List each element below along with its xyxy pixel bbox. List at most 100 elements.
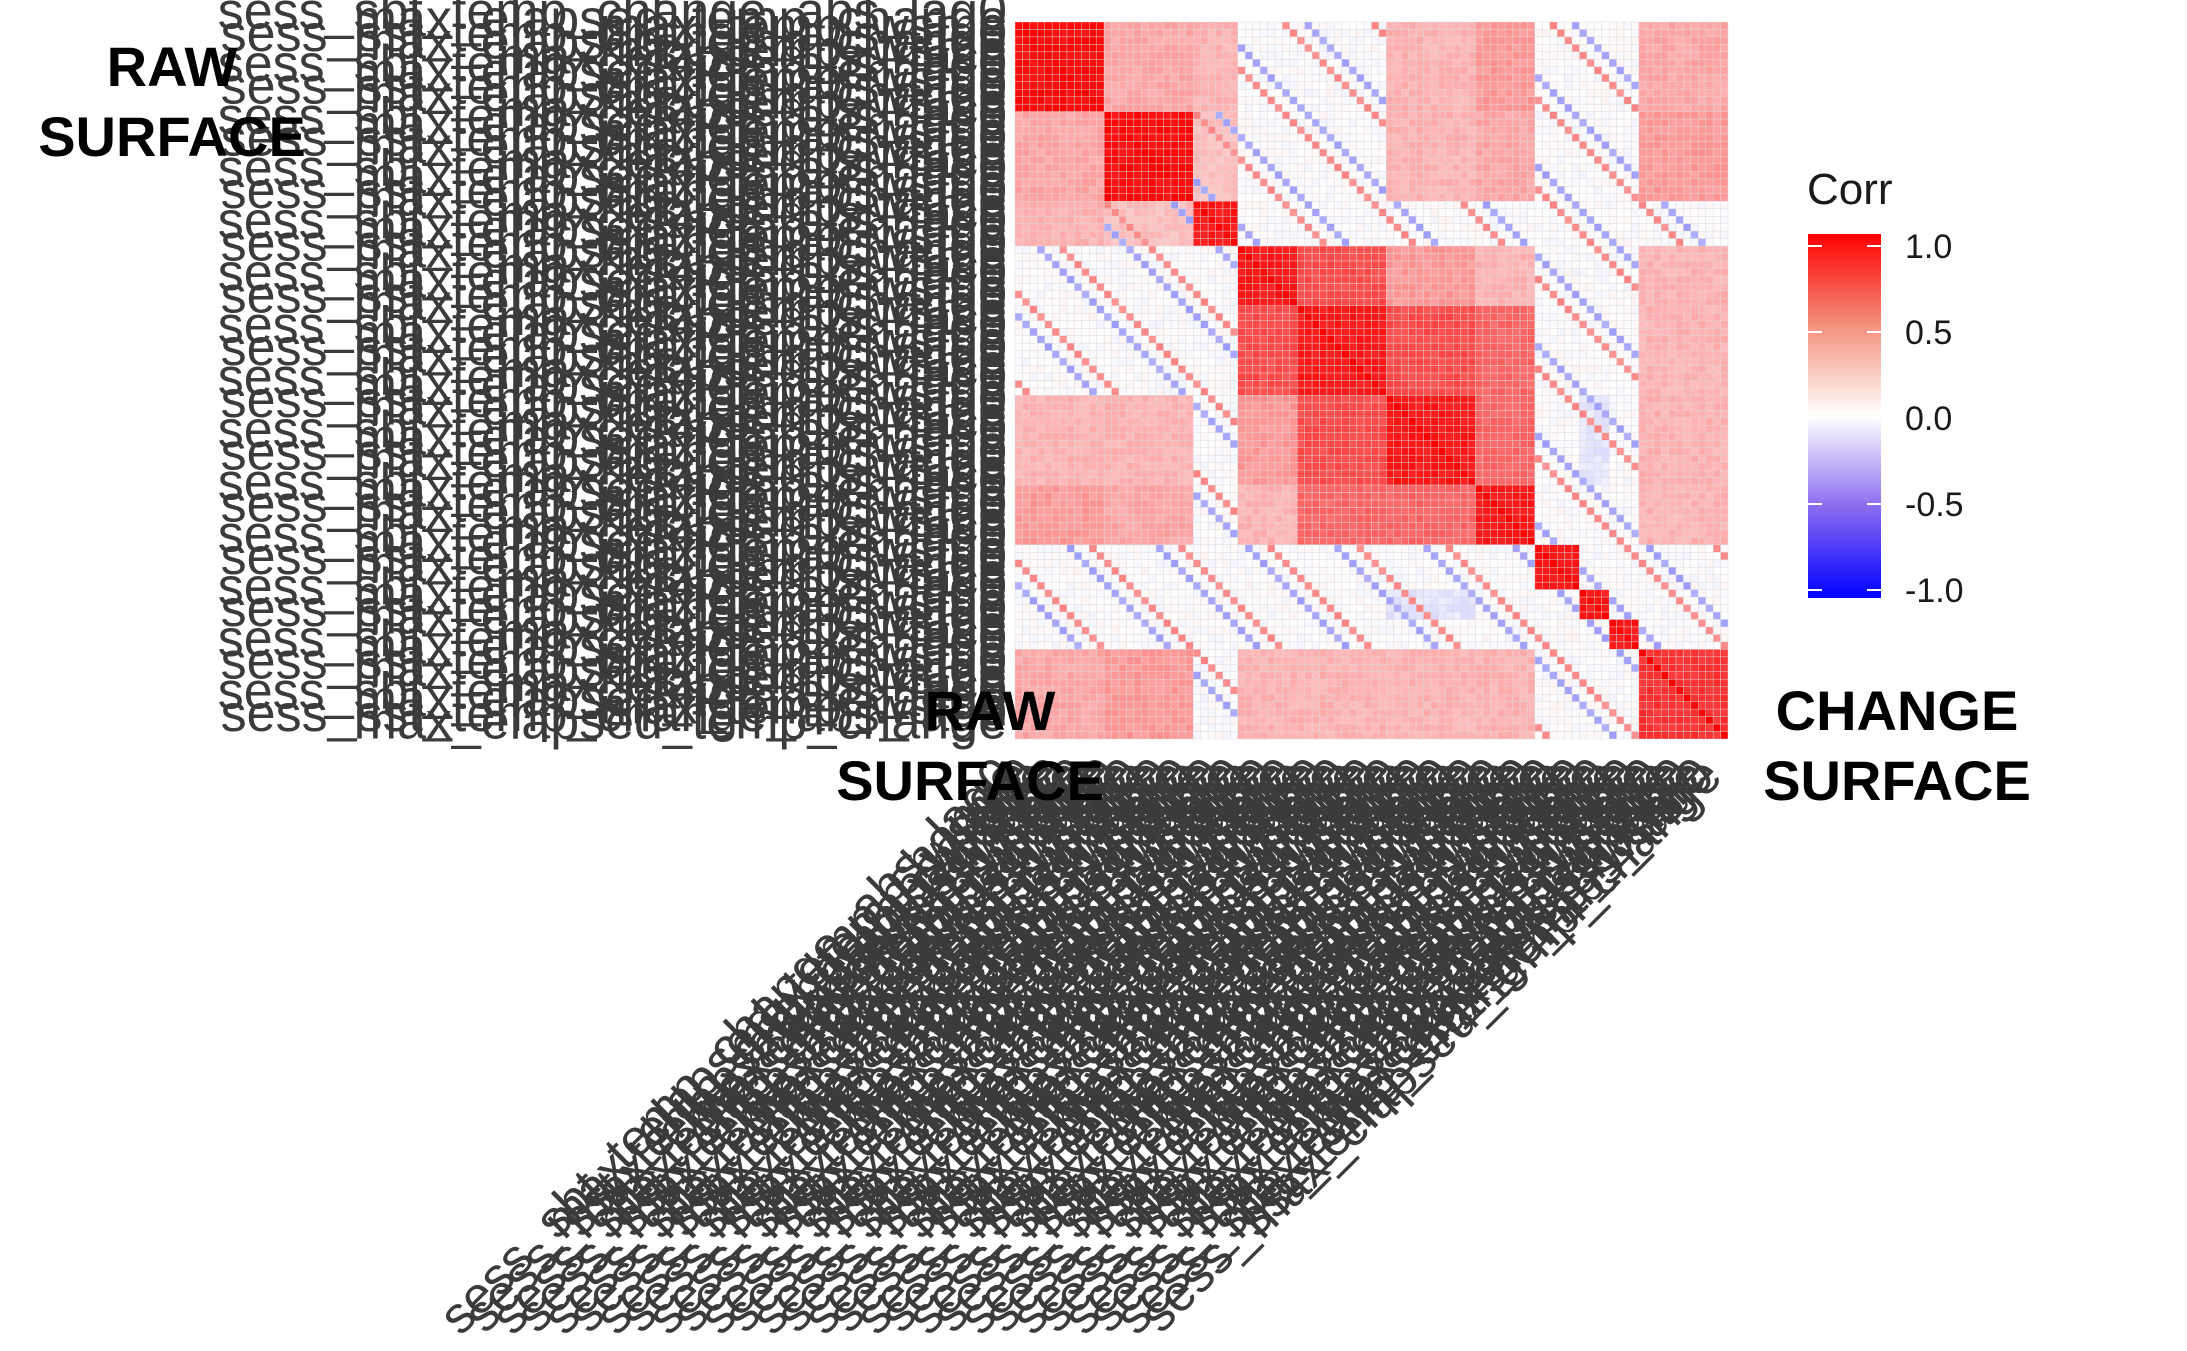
heatmap-cell [1423,260,1432,269]
heatmap-cell [1594,328,1602,336]
heatmap-cell [1564,290,1573,299]
heatmap-cell [1519,328,1528,336]
heatmap-cell [1549,171,1558,180]
heatmap-cell [1029,238,1038,247]
heatmap-cell [1163,365,1172,374]
heatmap-cell [1051,36,1060,45]
heatmap-cell [1720,89,1729,97]
heatmap-cell [1393,118,1402,127]
heatmap-cell [1207,365,1216,374]
heatmap-cell [1089,118,1097,127]
heatmap-cell [1608,313,1617,321]
heatmap-cell [1623,51,1632,60]
heatmap-cell [1155,74,1164,82]
heatmap-cell [1304,290,1313,299]
heatmap-cell [1549,372,1558,381]
heatmap-cell [1594,230,1602,239]
heatmap-cell [1556,89,1565,97]
heatmap-cell [1363,201,1372,209]
heatmap-cell [1504,193,1513,202]
heatmap-cell [1712,230,1721,239]
heatmap-cell [1155,141,1164,150]
heatmap-cell [1319,350,1328,359]
heatmap-cell [1504,201,1513,209]
heatmap-cell [1683,81,1692,90]
heatmap-cell [1579,230,1588,239]
heatmap-cell [1445,81,1454,90]
heatmap-cell [1601,290,1610,299]
heatmap-cell [1319,141,1328,150]
heatmap-cell [1118,133,1127,142]
heatmap-cell [1044,156,1053,165]
heatmap-cell [1089,260,1097,269]
heatmap-cell [1475,186,1484,194]
heatmap-cell [1170,245,1179,254]
heatmap-cell [1118,163,1127,172]
heatmap-cell [1170,350,1179,359]
heatmap-cell [1460,81,1469,90]
heatmap-cell [1096,111,1105,120]
heatmap-cell [1482,163,1491,172]
heatmap-cell [1527,36,1536,45]
heatmap-cell [1311,305,1320,314]
heatmap-cell [1401,29,1409,38]
heatmap-cell [1445,141,1454,150]
heatmap-cell [1631,223,1640,232]
heatmap-cell [1274,357,1283,366]
heatmap-cell [1371,253,1380,262]
heatmap-cell [1712,74,1721,82]
heatmap-cell [1245,66,1253,75]
heatmap-cell [1438,305,1446,314]
heatmap-cell [1096,245,1105,254]
heatmap-cell [1237,283,1246,292]
heatmap-cell [1349,141,1357,150]
heatmap-cell [1564,178,1573,187]
heatmap-cell [1542,21,1550,30]
heatmap-cell [1349,178,1357,187]
heatmap-cell [1668,365,1677,374]
heatmap-cell [1438,74,1446,82]
heatmap-cell [1289,59,1298,68]
heatmap-cell [1103,126,1112,135]
heatmap-cell [1133,305,1142,314]
heatmap-cell [1356,21,1365,30]
heatmap-cell [1141,96,1149,105]
heatmap-cell [1252,238,1261,247]
heatmap-cell [1668,268,1677,277]
heatmap-cell [1274,81,1283,90]
heatmap-cell [1252,111,1261,120]
heatmap-cell [1341,103,1350,112]
heatmap-cell [1311,365,1320,374]
heatmap-cell [1163,268,1172,277]
heatmap-cell [1475,365,1484,374]
heatmap-cell [1623,387,1632,396]
heatmap-cell [1326,81,1335,90]
heatmap-cell [1185,230,1194,239]
heatmap-cell [1660,275,1669,284]
heatmap-cell [1512,96,1521,105]
heatmap-cell [1438,148,1446,157]
heatmap-cell [1415,275,1424,284]
heatmap-cell [1490,44,1498,53]
heatmap-cell [1475,133,1484,142]
heatmap-cell [1504,328,1513,336]
heatmap-cell [1349,350,1357,359]
heatmap-cell [1475,245,1484,254]
heatmap-cell [1215,74,1224,82]
heatmap-cell [1675,357,1684,366]
heatmap-cell [1616,230,1625,239]
heatmap-cell [1022,208,1031,217]
heatmap-cell [1608,253,1617,262]
heatmap-cell [1230,268,1239,277]
heatmap-cell [1497,133,1506,142]
heatmap-cell [1341,186,1350,194]
heatmap-cell [1608,201,1617,209]
heatmap-cell [1141,89,1149,97]
heatmap-cell [1163,36,1172,45]
heatmap-cell [1074,29,1083,38]
heatmap-cell [1393,126,1402,135]
heatmap-cell [1178,208,1187,217]
heatmap-cell [1037,96,1045,105]
heatmap-cell [1363,89,1372,97]
heatmap-cell [1564,29,1573,38]
